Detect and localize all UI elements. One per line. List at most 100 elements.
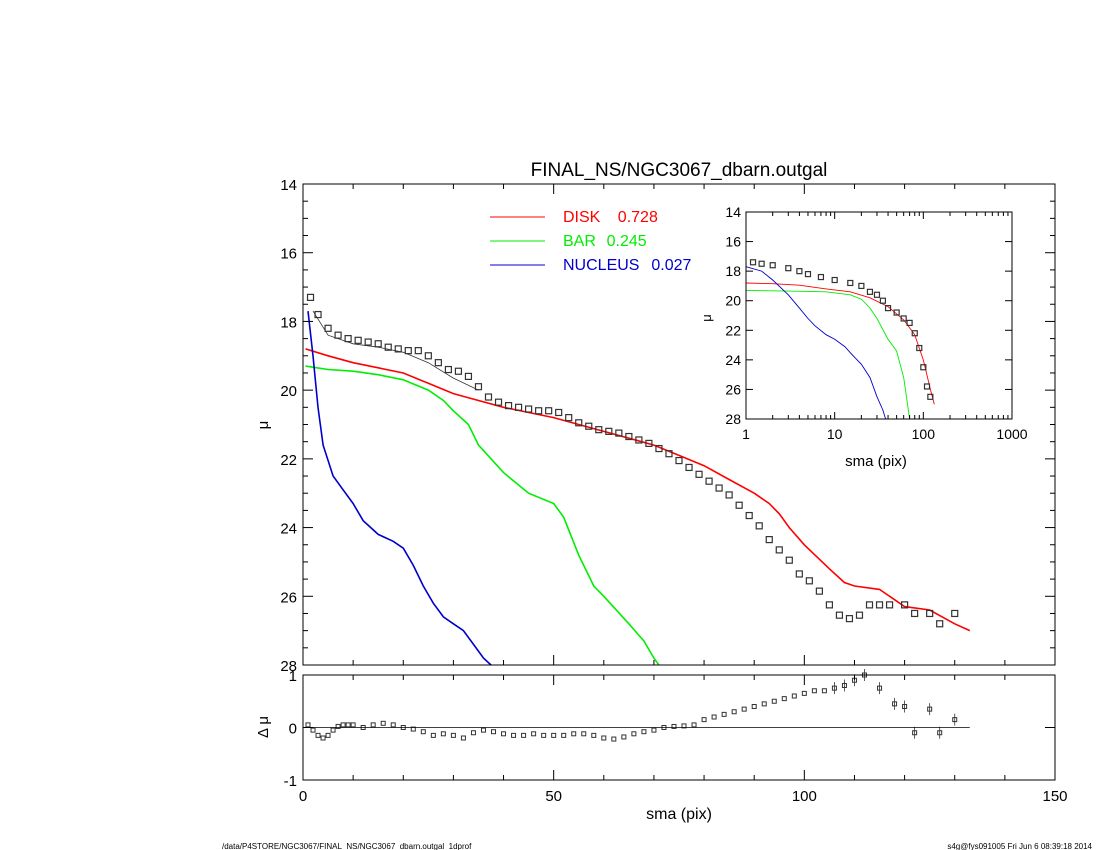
inset-x-axis-label: sma (pix) xyxy=(845,453,907,470)
inset-data-point xyxy=(911,330,918,337)
inset-data-point xyxy=(866,288,874,295)
inset-data-point xyxy=(916,344,923,352)
inset-y-axis-label: μ xyxy=(699,314,714,322)
main-y-tick-label: 26 xyxy=(280,589,297,606)
residual-data-point xyxy=(771,698,777,704)
legend-label-nucleus: NUCLEUS xyxy=(563,257,639,274)
inset-y-tick-label: 16 xyxy=(725,234,741,250)
main-data-point xyxy=(655,444,663,453)
main-data-point xyxy=(565,414,573,422)
main-data-point xyxy=(414,347,422,355)
residual-data-point xyxy=(641,729,647,735)
residual-data-point xyxy=(831,685,837,691)
main-data-point xyxy=(595,426,603,434)
main-data-point xyxy=(454,367,463,375)
inset-x-tick-label: 1000 xyxy=(996,426,1027,442)
residual-data-point xyxy=(521,732,527,738)
residual-data-point xyxy=(731,709,737,715)
series-line-bar xyxy=(305,365,660,666)
residual-data-point xyxy=(470,730,476,736)
residual-data-point xyxy=(330,727,336,733)
inset-data-point xyxy=(769,262,776,269)
residual-data-point xyxy=(325,732,331,738)
residual-data-point xyxy=(370,722,376,728)
main-data-point xyxy=(705,477,713,485)
main-data-point xyxy=(504,402,513,410)
residual-data-point xyxy=(611,736,617,742)
residual-data-point xyxy=(450,732,456,738)
main-data-point xyxy=(875,601,884,609)
series-line-nucleus xyxy=(307,311,492,666)
residual-series-group xyxy=(305,669,958,742)
main-y-axis: 14 16 18 20 22 24 26 28 xyxy=(280,177,1056,675)
inset-y-tick-label: 20 xyxy=(725,293,741,309)
inset-data-point xyxy=(749,259,757,266)
inset-data-point xyxy=(920,364,927,371)
main-data-point xyxy=(695,470,703,478)
residual-data-point xyxy=(581,731,587,737)
residual-data-point xyxy=(927,706,933,712)
chart-title: FINAL_NS/NGC3067_dbarn.outgal xyxy=(531,160,828,181)
inset-data-point xyxy=(900,315,907,322)
legend-value-disk: 0.728 xyxy=(618,209,658,226)
residual-y-tick-label: -1 xyxy=(284,773,297,790)
inset-series-group xyxy=(745,259,935,420)
residual-data-point xyxy=(340,722,346,728)
residual-data-point xyxy=(541,732,547,738)
main-y-tick-label: 22 xyxy=(280,452,297,469)
main-series-group xyxy=(305,293,971,666)
residual-data-point xyxy=(551,732,557,738)
inset-data-point xyxy=(847,279,854,287)
footer-file-path: /data/P4STORE/NGC3067/FINAL_NS/NGC3067_d… xyxy=(222,842,472,850)
residual-data-point xyxy=(711,714,717,720)
residual-data-point xyxy=(390,722,396,728)
main-data-point xyxy=(605,427,613,435)
main-data-point xyxy=(545,407,553,415)
inset-data-point xyxy=(758,260,765,267)
residual-data-point xyxy=(721,711,727,717)
residual-data-point xyxy=(761,701,767,707)
residual-data-point xyxy=(305,722,311,728)
inset-data-point xyxy=(785,265,792,272)
inset-data-point xyxy=(804,271,812,278)
residual-y-axis-label: Δ μ xyxy=(255,716,272,738)
main-data-point xyxy=(835,611,844,619)
main-data-point xyxy=(374,340,382,348)
residual-data-point xyxy=(681,723,687,729)
main-data-point xyxy=(795,570,803,578)
main-data-point xyxy=(324,324,332,332)
residual-data-point xyxy=(937,730,943,736)
residual-data-point xyxy=(912,730,918,736)
main-data-point xyxy=(775,546,783,554)
residual-data-point xyxy=(691,722,697,728)
inset-background xyxy=(746,212,1012,419)
residual-data-point xyxy=(591,732,597,738)
main-data-point xyxy=(715,484,723,492)
inset-y-tick-label: 26 xyxy=(725,381,741,397)
residual-data-point xyxy=(480,727,486,733)
main-data-point xyxy=(306,293,315,301)
main-data-point xyxy=(334,331,342,339)
residual-data-point xyxy=(380,720,386,726)
main-data-point xyxy=(675,456,683,465)
main-y-tick-label: 14 xyxy=(280,177,297,194)
main-data-point xyxy=(535,407,543,415)
residual-data-point xyxy=(751,704,757,709)
main-data-point xyxy=(765,535,773,544)
main-data-point xyxy=(785,556,793,564)
residual-data-point xyxy=(671,723,677,729)
main-data-point xyxy=(585,422,593,430)
inset-x-tick-label: 10 xyxy=(827,426,843,442)
residual-data-point xyxy=(877,685,883,691)
residual-data-point xyxy=(811,688,817,694)
main-data-point xyxy=(424,352,432,360)
residual-data-point xyxy=(841,683,847,688)
main-data-point xyxy=(926,609,934,618)
residual-data-point xyxy=(892,701,898,707)
inset-data-point xyxy=(927,393,934,400)
main-data-point xyxy=(645,439,653,447)
residual-data-point xyxy=(310,727,316,733)
main-data-point xyxy=(900,601,909,609)
inset-axes: 14 16 18 20 22 24 26 281 10 100 1000 xyxy=(725,204,1027,442)
